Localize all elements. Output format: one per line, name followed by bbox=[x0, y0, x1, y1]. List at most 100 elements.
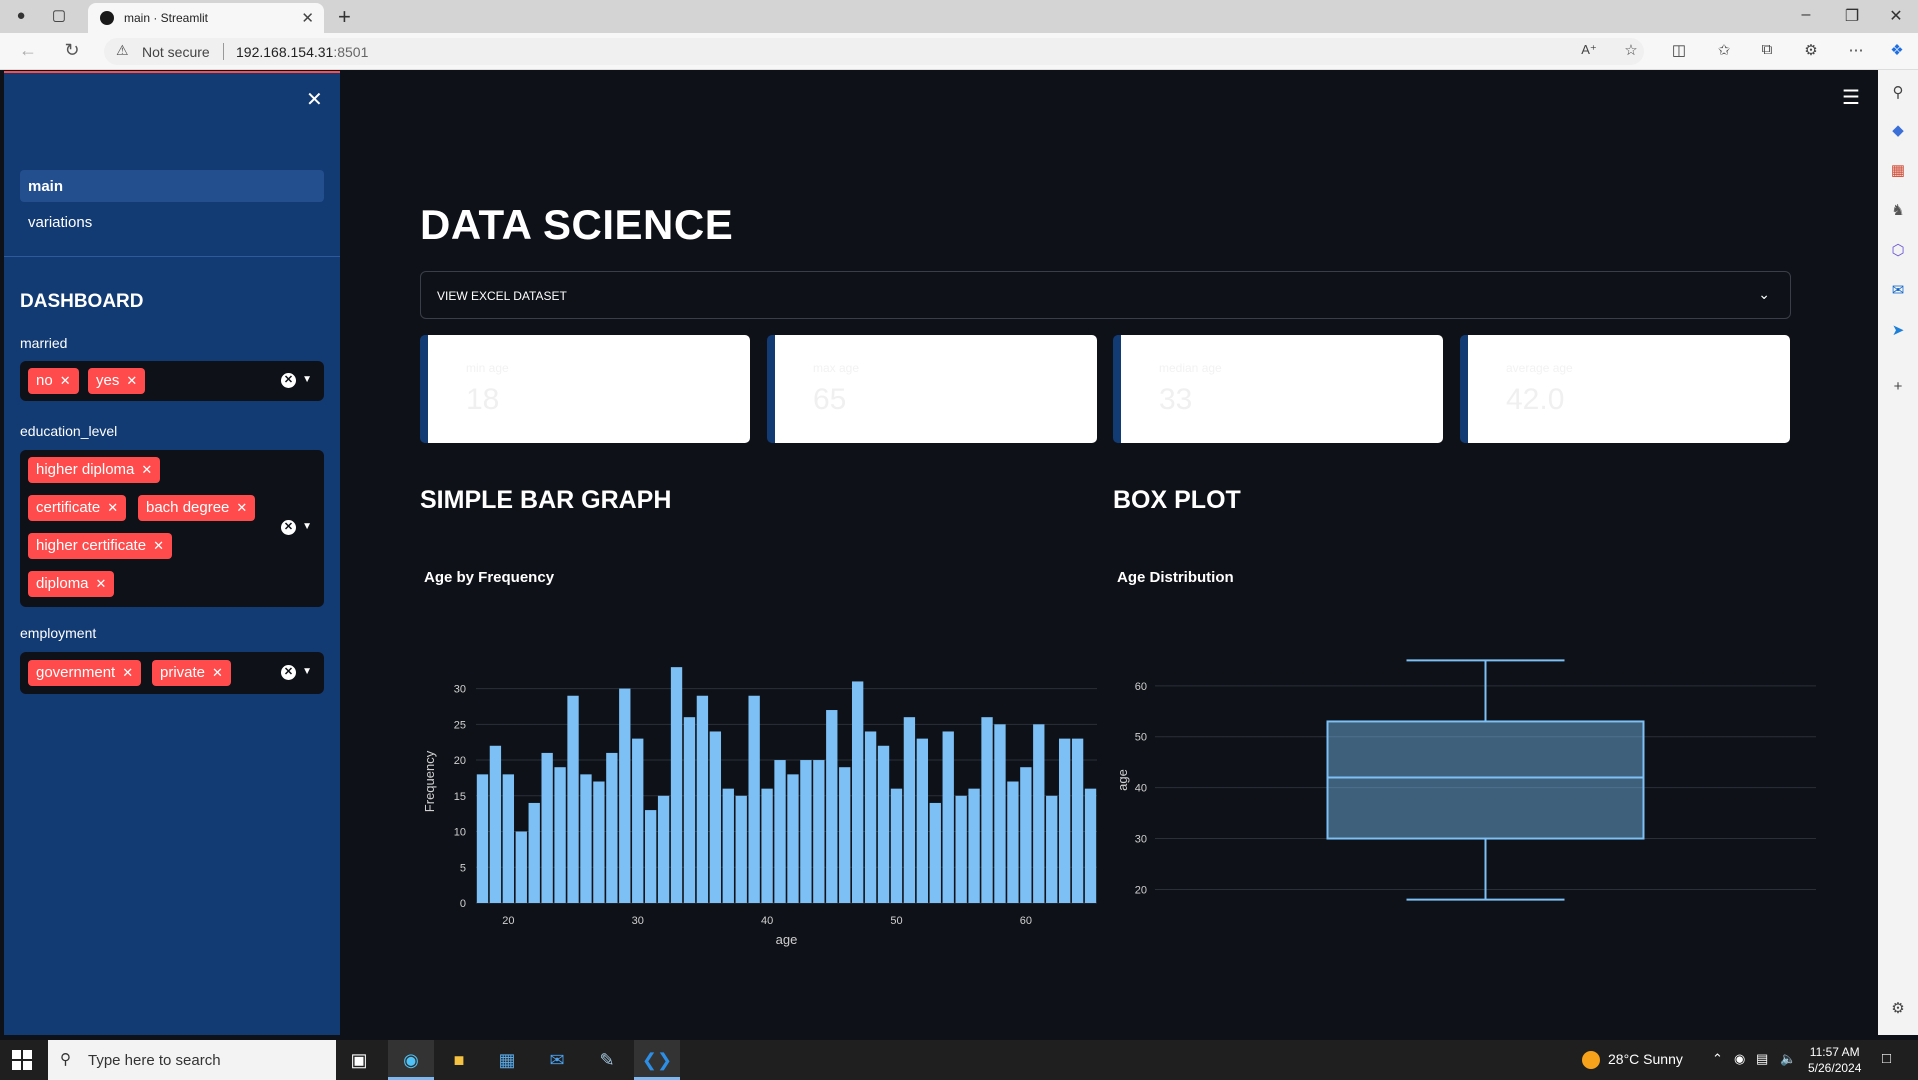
taskbar-search-placeholder: Type here to search bbox=[88, 1052, 221, 1069]
url-port: :8501 bbox=[333, 44, 369, 60]
chip-remove-icon[interactable]: ✕ bbox=[59, 373, 71, 388]
chip-remove-icon[interactable]: ✕ bbox=[153, 538, 164, 553]
chip-diploma[interactable]: diploma ✕ bbox=[28, 571, 115, 597]
dropdown-caret-icon[interactable]: ▼ bbox=[302, 374, 312, 385]
tray-chevron-icon[interactable]: ⌃ bbox=[1712, 1051, 1723, 1066]
chip-label: government bbox=[36, 664, 116, 681]
network-icon[interactable]: ▤ bbox=[1756, 1051, 1769, 1066]
chip-yes[interactable]: yes ✕ bbox=[88, 368, 146, 394]
chip-remove-icon[interactable]: ✕ bbox=[107, 500, 119, 515]
sidebar-close-icon[interactable]: ✕ bbox=[306, 89, 323, 111]
notifications-icon[interactable]: □ bbox=[1882, 1050, 1892, 1067]
clock-date: 5/26/2024 bbox=[1808, 1061, 1862, 1075]
office-icon[interactable]: ⬡ bbox=[1891, 242, 1905, 259]
favorite-star-icon[interactable]: ☆ bbox=[1624, 42, 1638, 59]
chip-remove-icon[interactable]: ✕ bbox=[126, 373, 138, 388]
main-menu-icon[interactable]: ☰ bbox=[1842, 87, 1860, 109]
search-icon[interactable]: ⚲ bbox=[1892, 84, 1904, 101]
edge-sidebar: ⚲ ◆ ▦ ♞ ⬡ ✉ ➤ + ⚙ bbox=[1878, 70, 1918, 1035]
window-close-icon[interactable]: ✕ bbox=[1889, 8, 1903, 25]
dropdown-caret-icon[interactable]: ▼ bbox=[302, 521, 312, 532]
dropdown-caret-icon[interactable]: ▼ bbox=[302, 666, 312, 677]
chip-private[interactable]: private ✕ bbox=[152, 660, 231, 686]
bar bbox=[800, 760, 812, 903]
bar bbox=[851, 681, 864, 903]
copilot-icon[interactable]: ❖ bbox=[1890, 42, 1904, 59]
url-text[interactable]: 192.168.154.31:8501 bbox=[236, 44, 368, 60]
url-field[interactable]: ⚠ Not secure 192.168.154.31:8501 A⁺ ☆ bbox=[104, 38, 1644, 65]
read-aloud-icon[interactable]: A⁺ bbox=[1581, 42, 1597, 57]
task-view-icon[interactable]: ▣ bbox=[350, 1050, 368, 1070]
browser-tab[interactable]: main · Streamlit ✕ bbox=[88, 3, 324, 33]
bar bbox=[722, 788, 734, 903]
store-icon[interactable]: ▦ bbox=[498, 1050, 516, 1070]
extensions-icon[interactable]: ⚙ bbox=[1804, 42, 1818, 59]
clear-all-icon[interactable]: ✕ bbox=[281, 373, 296, 388]
clear-all-icon[interactable]: ✕ bbox=[281, 520, 296, 535]
back-icon[interactable]: ← bbox=[19, 40, 37, 60]
dataset-expander[interactable]: VIEW EXCEL DATASET ⌄ bbox=[420, 271, 1791, 319]
split-screen-icon[interactable]: ◫ bbox=[1671, 42, 1687, 59]
bar bbox=[787, 774, 799, 903]
minimize-icon[interactable]: – bbox=[1801, 6, 1811, 23]
bar bbox=[644, 810, 657, 903]
chip-remove-icon[interactable]: ✕ bbox=[141, 462, 153, 477]
chip-remove-icon[interactable]: ✕ bbox=[236, 500, 248, 515]
outlook-icon[interactable]: ✉ bbox=[1891, 282, 1905, 299]
more-menu-icon[interactable]: ⋯ bbox=[1848, 42, 1864, 59]
employment-multiselect[interactable]: government ✕ private ✕ ✕ ▼ bbox=[20, 652, 324, 694]
clear-all-icon[interactable]: ✕ bbox=[281, 665, 296, 680]
bar bbox=[877, 745, 890, 903]
sidebar-settings-icon[interactable]: ⚙ bbox=[1891, 1000, 1905, 1017]
nav-item-main[interactable]: main bbox=[20, 170, 324, 202]
y-axis-label: age bbox=[1115, 769, 1130, 791]
meet-icon[interactable]: ◉ bbox=[1734, 1051, 1746, 1066]
page-title: DATA SCIENCE bbox=[420, 201, 734, 248]
tools-icon[interactable]: ▦ bbox=[1890, 162, 1906, 179]
bar bbox=[593, 781, 605, 903]
add-sidebar-icon[interactable]: + bbox=[1893, 378, 1903, 395]
sun-icon bbox=[1582, 1051, 1600, 1070]
tab-actions-icon[interactable]: ▢ bbox=[51, 7, 67, 24]
volume-icon[interactable]: 🔈 bbox=[1780, 1051, 1797, 1066]
new-tab-icon[interactable]: + bbox=[338, 4, 351, 29]
reload-icon[interactable]: ↻ bbox=[64, 40, 80, 60]
chip-certificate[interactable]: certificate ✕ bbox=[28, 495, 127, 521]
mail-icon[interactable]: ✉ bbox=[549, 1050, 565, 1070]
taskbar: ⚲ Type here to search ▣ ◉ ■ ▦ ✉ ✎ ❮❯ 28°… bbox=[0, 1040, 1918, 1080]
chip-government[interactable]: government ✕ bbox=[28, 660, 142, 686]
file-explorer-icon[interactable]: ■ bbox=[453, 1050, 465, 1070]
expander-label: VIEW EXCEL DATASET bbox=[437, 289, 567, 303]
tab-close-icon[interactable]: ✕ bbox=[301, 10, 314, 27]
profile-icon[interactable]: ● bbox=[16, 7, 26, 24]
send-icon[interactable]: ➤ bbox=[1891, 322, 1905, 339]
favorites-icon[interactable]: ✩ bbox=[1717, 42, 1731, 59]
vscode-icon[interactable]: ❮❯ bbox=[634, 1040, 680, 1080]
married-multiselect[interactable]: no ✕ yes ✕ ✕ ▼ bbox=[20, 361, 324, 401]
chip-no[interactable]: no ✕ bbox=[28, 368, 79, 394]
restore-icon[interactable]: ❐ bbox=[1844, 8, 1860, 25]
warning-icon[interactable]: ⚠ bbox=[116, 42, 129, 58]
bar bbox=[670, 667, 683, 903]
games-icon[interactable]: ♞ bbox=[1891, 202, 1905, 219]
windows-start-icon[interactable] bbox=[12, 1050, 32, 1070]
nav-item-variations[interactable]: variations bbox=[20, 206, 324, 238]
chip-higher-certificate[interactable]: higher certificate ✕ bbox=[28, 533, 172, 559]
taskbar-search[interactable]: ⚲ Type here to search bbox=[48, 1040, 336, 1080]
not-secure-label[interactable]: Not secure bbox=[142, 44, 210, 60]
chip-remove-icon[interactable]: ✕ bbox=[95, 576, 107, 591]
education-level-multiselect[interactable]: higher diploma ✕ certificate ✕ bach degree… bbox=[20, 450, 324, 607]
edge-browser-icon[interactable]: ◉ bbox=[388, 1040, 434, 1080]
chip-higher-diploma[interactable]: higher diploma ✕ bbox=[28, 457, 161, 483]
bar bbox=[864, 731, 877, 903]
shopping-tag-icon[interactable]: ◆ bbox=[1892, 122, 1904, 139]
chip-remove-icon[interactable]: ✕ bbox=[212, 665, 223, 680]
chip-bach-degree[interactable]: bach degree ✕ bbox=[138, 495, 256, 521]
y-tick-label: 40 bbox=[1135, 783, 1147, 795]
collections-icon[interactable]: ⧉ bbox=[1761, 41, 1773, 58]
chip-remove-icon[interactable]: ✕ bbox=[122, 665, 134, 680]
clock[interactable]: 11:57 AM 5/26/2024 bbox=[1808, 1044, 1861, 1076]
notes-app-icon[interactable]: ✎ bbox=[599, 1050, 615, 1070]
weather-widget[interactable]: 28°C Sunny bbox=[1582, 1051, 1683, 1070]
url-separator bbox=[223, 43, 224, 60]
